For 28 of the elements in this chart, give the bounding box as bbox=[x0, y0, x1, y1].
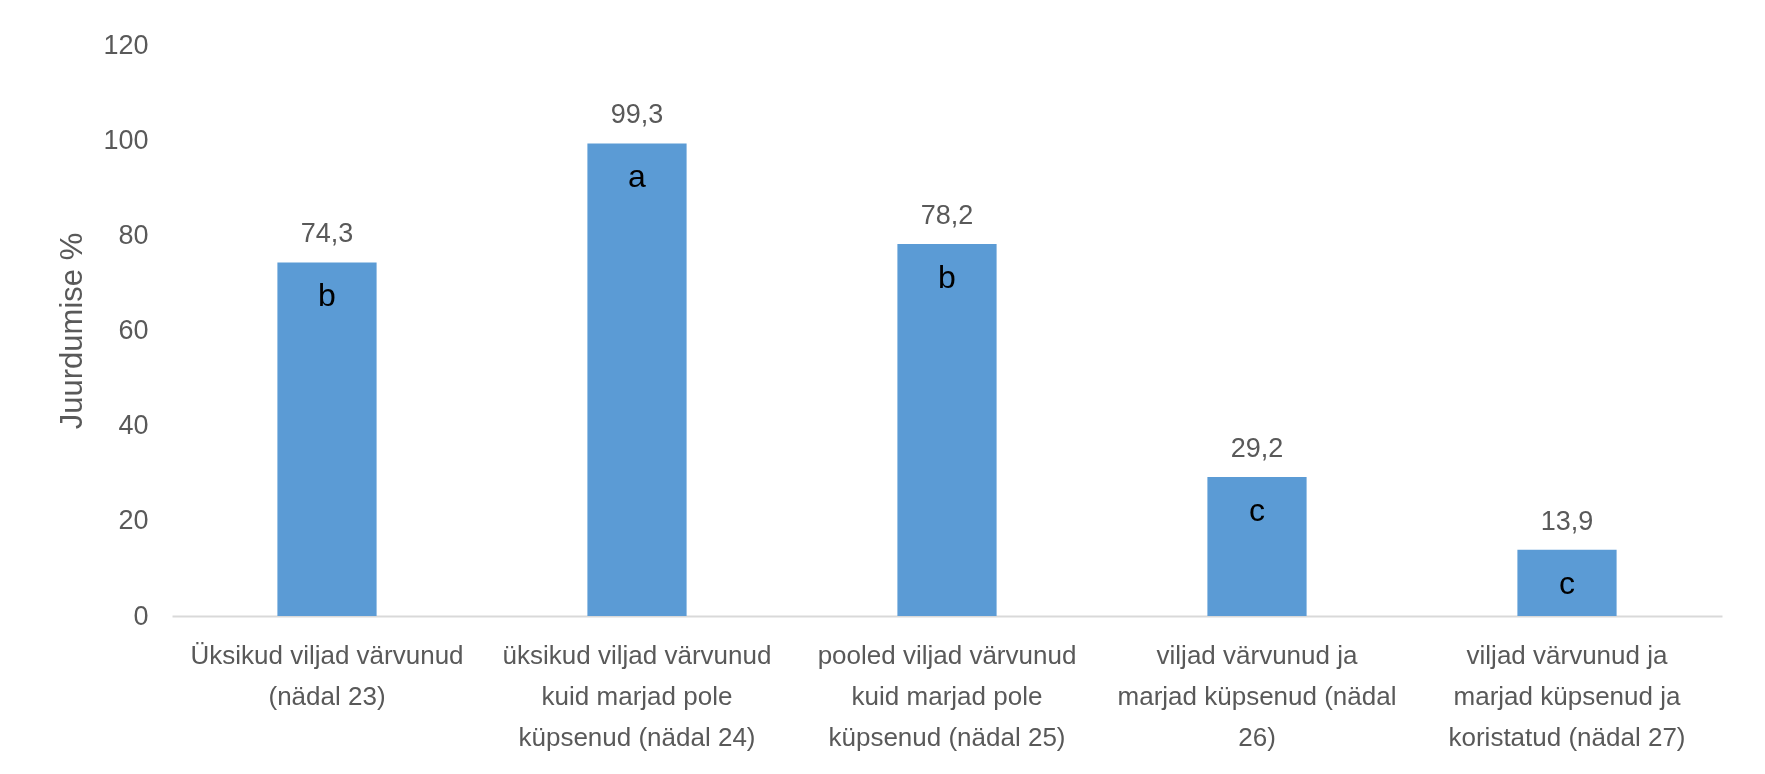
bar bbox=[1207, 477, 1307, 616]
bar bbox=[1517, 549, 1617, 616]
data-label: 29,2 bbox=[1230, 433, 1284, 464]
x-tick-label: üksikud viljad värvunud kuid marjad pole küpsenud (nädal 24) bbox=[502, 639, 772, 752]
bar bbox=[277, 262, 377, 616]
annotation: b bbox=[318, 277, 336, 314]
x-tick-label: viljad värvunud ja marjad küpsenud (nädal 26) bbox=[1117, 639, 1397, 752]
y-axis-title: Juurdumise % bbox=[54, 232, 90, 430]
data-label: 99,3 bbox=[610, 99, 664, 130]
x-tick-label: Üksikud viljad värvunud (nädal 23) bbox=[190, 639, 464, 711]
y-tick-label: 120 bbox=[103, 29, 149, 60]
y-tick-label: 0 bbox=[133, 600, 149, 631]
y-tick-label: 20 bbox=[118, 505, 149, 536]
annotation: b bbox=[938, 258, 956, 295]
annotation: a bbox=[628, 158, 647, 195]
annotation: c bbox=[1249, 492, 1265, 529]
bar bbox=[897, 243, 997, 616]
data-label: 74,3 bbox=[300, 218, 354, 249]
data-label: 78,2 bbox=[920, 199, 974, 230]
y-tick-label: 100 bbox=[103, 124, 149, 155]
y-tick-label: 80 bbox=[118, 219, 149, 250]
x-tick-label: viljad värvunud ja marjad küpsenud ja koristatud (nädal 27) bbox=[1448, 639, 1686, 752]
bar bbox=[587, 143, 687, 616]
y-tick-label: 40 bbox=[118, 410, 149, 441]
data-label: 13,9 bbox=[1540, 505, 1594, 536]
annotation: c bbox=[1559, 564, 1575, 601]
y-tick-label: 60 bbox=[118, 315, 149, 345]
x-tick-label: pooled viljad värvunud kuid marjad pole küpsenud (nädal 25) bbox=[817, 639, 1077, 752]
